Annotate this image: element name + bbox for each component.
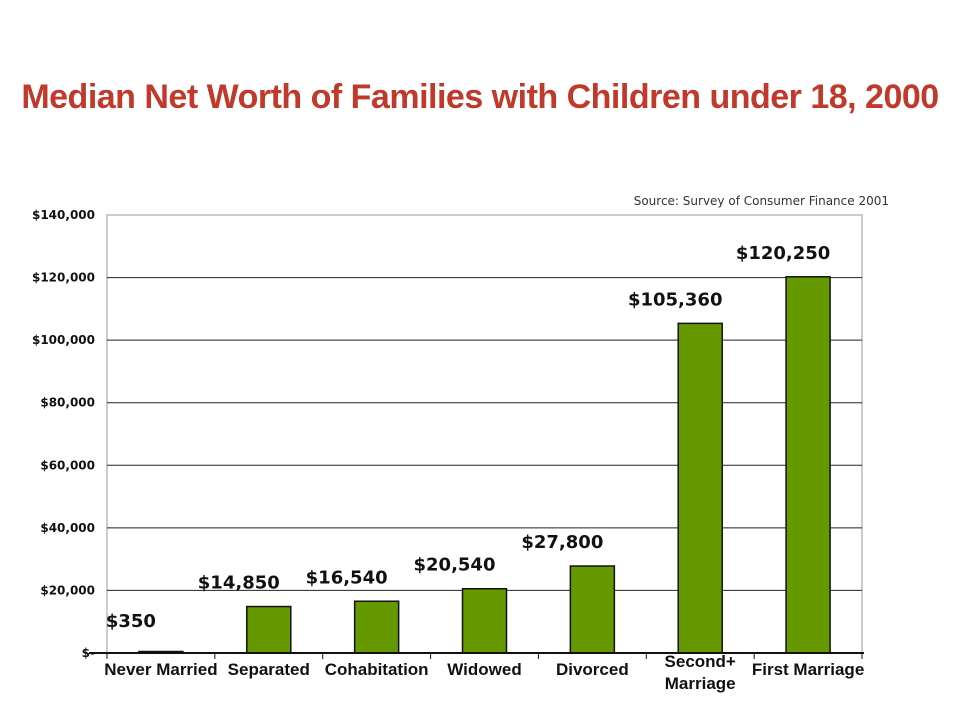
x-tick-label: Cohabitation [325, 660, 429, 679]
bar [677, 322, 723, 654]
x-tick-label-line: Separated [228, 660, 310, 679]
x-tick-label-line: Divorced [556, 660, 629, 679]
x-tick-label: Divorced [556, 660, 629, 679]
chart-title: Median Net Worth of Families with Childr… [21, 78, 939, 116]
data-label: $16,540 [306, 567, 388, 588]
data-labels: $350 $14,850 $16,540 $20,540 $27,800 $105,360… [106, 243, 830, 632]
bar [246, 605, 292, 654]
data-label: $350 [106, 611, 156, 632]
x-tick-label: Second+ Marriage [665, 652, 736, 693]
bar [785, 276, 831, 654]
source-note: Source: Survey of Consumer Finance 2001 [633, 194, 889, 208]
x-tick-label-line: Cohabitation [325, 660, 429, 679]
y-tick-label: $80,000 [40, 396, 95, 410]
x-tick-label: Separated [228, 660, 310, 679]
data-label: $27,800 [521, 532, 603, 553]
x-tick-label-line: Widowed [447, 660, 521, 679]
y-tick-label: $60,000 [40, 458, 95, 472]
y-tick-label: $120,000 [32, 271, 95, 285]
x-tick-label: Widowed [447, 660, 521, 679]
y-tick-label: $- [82, 646, 95, 660]
bar [569, 565, 616, 654]
x-tick-label-line: Marriage [665, 674, 736, 693]
data-label: $14,850 [198, 573, 280, 594]
x-tick-label-line: Never Married [104, 660, 217, 679]
y-tick-label: $20,000 [40, 583, 95, 597]
y-tick-label: $100,000 [32, 333, 95, 347]
x-tick-label-line: First Marriage [752, 660, 864, 679]
bar [353, 600, 400, 654]
y-tick-label: $40,000 [40, 521, 95, 535]
data-label: $20,540 [414, 555, 496, 576]
x-tick-label: First Marriage [752, 660, 864, 679]
gridlines [106, 214, 863, 654]
axes [89, 652, 864, 659]
x-tick-label-line: Second+ [665, 652, 736, 671]
x-tick-label: Never Married [104, 660, 217, 679]
data-label: $120,250 [736, 243, 831, 264]
y-tick-label: $140,000 [32, 208, 95, 222]
data-label: $105,360 [628, 289, 723, 310]
bars [138, 276, 831, 654]
y-tick-labels: $- $20,000 $40,000 $60,000 $80,000 $100,000 $1… [32, 208, 95, 660]
bar [461, 587, 508, 654]
x-tick-labels: Never Married Separated Cohabitation Widowe… [104, 652, 864, 693]
